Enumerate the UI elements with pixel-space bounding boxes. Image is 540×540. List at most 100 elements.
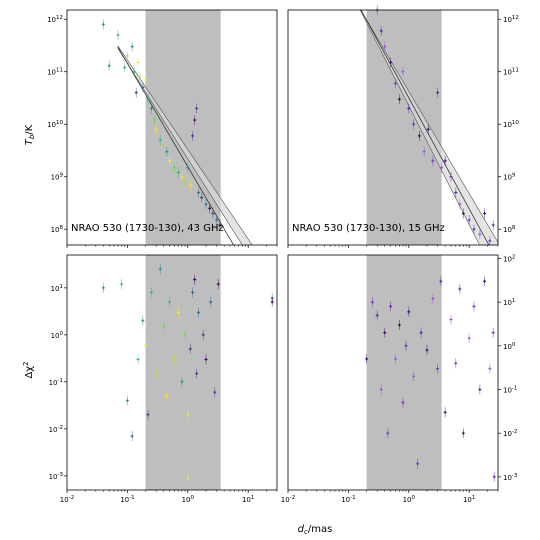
data-point [425, 345, 429, 356]
x-tick-label: 100 [403, 495, 416, 504]
data-point [488, 235, 492, 246]
y-tick-label: 10-1 [49, 378, 63, 387]
data-point [136, 57, 140, 68]
y-tick-label: 10-2 [503, 429, 517, 438]
data-point [191, 130, 195, 141]
y-tick-label: 109 [503, 173, 516, 182]
data-point [389, 301, 393, 312]
data-point [213, 387, 217, 398]
y-tick-label: 10-3 [503, 473, 518, 482]
y-axis-label-top: Tb/K [24, 124, 36, 145]
y-tick-label: 101 [503, 298, 515, 307]
data-point [393, 353, 397, 364]
data-point [152, 115, 156, 126]
data-point [193, 274, 197, 285]
data-point [370, 297, 374, 308]
data-point [154, 124, 158, 135]
panel-bottom-right: 10-2 10-1 100 101 10-3 10-2 10-1 100 101 102 [281, 254, 518, 504]
data-point [130, 431, 134, 442]
data-point [412, 371, 416, 382]
x-tick-label: 10-2 [60, 495, 74, 504]
data-points [101, 264, 274, 484]
data-point [419, 327, 423, 338]
data-point [365, 353, 369, 364]
x-tick-label: 10-1 [341, 495, 355, 504]
data-point [407, 103, 411, 114]
data-point [383, 41, 387, 52]
y-tick-label: 108 [503, 225, 516, 234]
data-point [401, 397, 405, 408]
data-point [149, 103, 153, 114]
fit-line [360, 10, 490, 245]
data-point [397, 94, 401, 105]
data-point [144, 340, 148, 351]
y-tick-label: 10-2 [49, 425, 63, 434]
data-point [431, 155, 435, 166]
panel-title: NRAO 530 (1730-130), 15 GHz [292, 223, 445, 234]
data-point [443, 155, 447, 166]
panel-top-left: 108 109 1010 1011 1012 NRAO 530 (1730-130), 4… [47, 9, 278, 248]
data-point [180, 376, 184, 387]
data-point [440, 162, 444, 173]
data-point [172, 354, 176, 365]
data-point [412, 119, 416, 130]
data-point [158, 135, 162, 146]
data-point [136, 354, 140, 365]
y-tick-label: 1010 [47, 120, 63, 129]
data-point [141, 315, 145, 326]
data-point [125, 395, 129, 406]
data-point [449, 314, 453, 325]
data-point [478, 384, 482, 395]
y-axis-label-bottom: Δχ2 [22, 361, 35, 378]
y-tick-label: 102 [503, 254, 515, 263]
data-point [404, 340, 408, 351]
data-point [483, 276, 487, 287]
data-point [204, 199, 208, 210]
data-point [146, 94, 150, 105]
y-tick-label: 100 [503, 342, 516, 351]
data-point [416, 458, 420, 469]
data-point [201, 329, 205, 340]
data-point [116, 30, 120, 41]
data-point [191, 287, 195, 298]
data-point [443, 407, 447, 418]
data-point [193, 115, 197, 126]
data-points [365, 276, 496, 482]
data-point [491, 220, 495, 231]
data-point [426, 124, 430, 135]
x-tick-label: 101 [463, 495, 475, 504]
data-point [472, 301, 476, 312]
data-point [218, 220, 222, 231]
y-tick-label: 1011 [503, 68, 519, 77]
y-tick-label: 101 [51, 284, 63, 293]
data-point [200, 192, 204, 203]
data-point [146, 409, 150, 420]
data-point [401, 66, 405, 77]
data-point [393, 78, 397, 89]
data-point [431, 293, 435, 304]
data-point [379, 384, 383, 395]
data-point [168, 297, 172, 307]
data-point [417, 130, 421, 141]
data-point [176, 307, 180, 318]
data-point [188, 179, 192, 190]
y-tick-label: 108 [51, 225, 64, 234]
axes-frame [66, 254, 278, 491]
y-tick-label: 1010 [503, 120, 519, 129]
data-point [141, 82, 145, 93]
data-point [196, 307, 200, 318]
data-point [196, 187, 200, 198]
data-point [123, 62, 127, 73]
data-point [101, 282, 105, 293]
y-tick-label: 10-3 [49, 472, 64, 481]
data-point [186, 409, 190, 420]
y-tick-label: 10-1 [503, 385, 517, 394]
data-point [436, 363, 440, 374]
data-point [216, 279, 220, 290]
data-point [183, 176, 187, 187]
data-point [488, 363, 492, 374]
data-point [439, 276, 443, 287]
x-tick-label: 10-2 [281, 495, 295, 504]
x-tick-label: 100 [182, 495, 195, 504]
